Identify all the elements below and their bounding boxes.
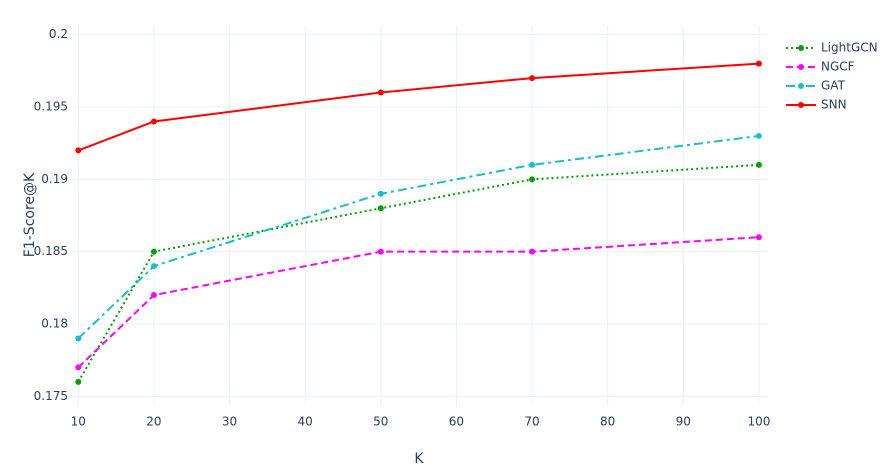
- point: [529, 176, 536, 183]
- legend-label: GAT: [821, 79, 846, 93]
- point: [75, 364, 82, 371]
- y-tick-label: 0.18: [41, 316, 68, 330]
- legend-label: SNN: [821, 98, 847, 112]
- legend-marker: [798, 64, 804, 70]
- x-tick-label: 100: [747, 415, 770, 429]
- x-tick-label: 60: [449, 415, 464, 429]
- point: [150, 263, 157, 270]
- point: [75, 335, 82, 342]
- point: [755, 161, 762, 168]
- point: [529, 75, 536, 82]
- point: [150, 118, 157, 125]
- x-tick-label: 40: [298, 415, 313, 429]
- point: [377, 89, 384, 96]
- point: [529, 248, 536, 255]
- x-tick-label: 80: [600, 415, 615, 429]
- y-tick-label: 0.185: [34, 244, 68, 258]
- y-axis-title: F1-Score@K: [22, 172, 38, 257]
- point: [377, 205, 384, 212]
- point: [755, 132, 762, 139]
- point: [150, 248, 157, 255]
- point: [150, 292, 157, 299]
- x-tick-label: 10: [71, 415, 86, 429]
- point: [75, 378, 82, 385]
- point: [75, 147, 82, 154]
- x-tick-label: 70: [524, 415, 539, 429]
- y-tick-label: 0.175: [34, 389, 68, 403]
- point: [755, 60, 762, 67]
- series-line: [77, 163, 759, 383]
- legend-label: NGCF: [821, 60, 855, 74]
- x-axis-title: K: [414, 451, 424, 467]
- y-tick-label: 0.19: [41, 172, 68, 186]
- legend-marker: [798, 45, 804, 51]
- series-line: [77, 134, 760, 340]
- legend-marker: [798, 102, 804, 108]
- y-tick-label: 0.195: [34, 100, 68, 114]
- point: [529, 161, 536, 168]
- point: [377, 248, 384, 255]
- point: [377, 190, 384, 197]
- x-tick-label: 20: [146, 415, 161, 429]
- x-tick-label: 50: [373, 415, 388, 429]
- series-line: [77, 236, 759, 369]
- legend-label: LightGCN: [821, 41, 878, 55]
- x-tick-label: 30: [222, 415, 237, 429]
- legend-marker: [798, 83, 804, 89]
- point: [755, 234, 762, 241]
- y-tick-label: 0.2: [49, 27, 68, 41]
- x-tick-label: 90: [676, 415, 691, 429]
